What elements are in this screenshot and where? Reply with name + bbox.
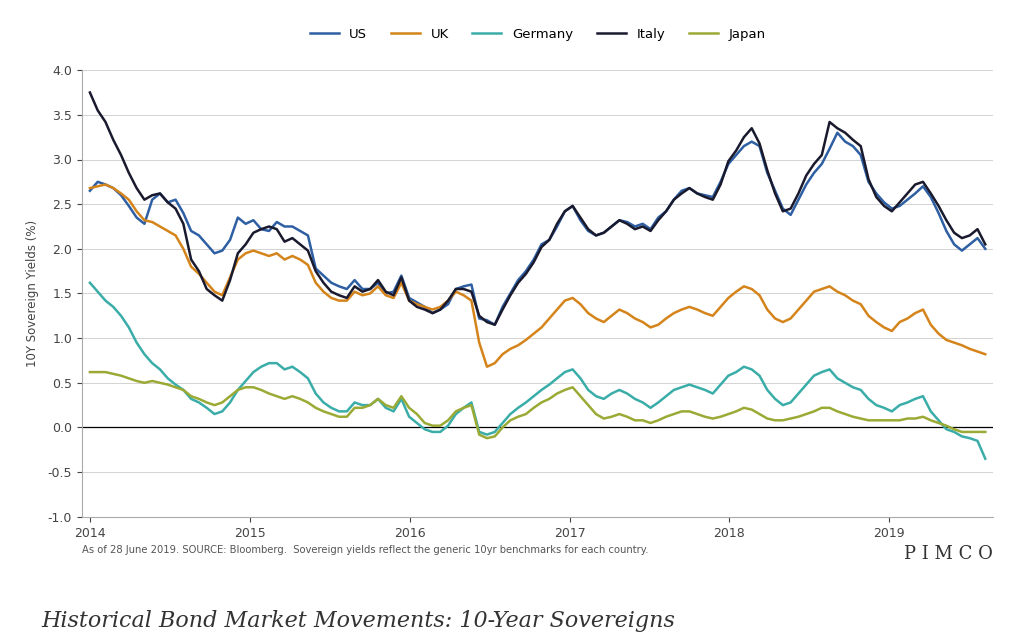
Text: As of 28 June 2019. SOURCE: Bloomberg.  Sovereign yields reflect the generic 10y: As of 28 June 2019. SOURCE: Bloomberg. S… [82,545,648,556]
Text: Historical Bond Market Movements: 10-Year Sovereigns: Historical Bond Market Movements: 10-Yea… [41,610,675,632]
Legend: US, UK, Germany, Italy, Japan: US, UK, Germany, Italy, Japan [309,27,766,41]
Text: P I M C O: P I M C O [904,545,993,563]
Y-axis label: 10Y Sovereign Yields (%): 10Y Sovereign Yields (%) [27,220,39,367]
